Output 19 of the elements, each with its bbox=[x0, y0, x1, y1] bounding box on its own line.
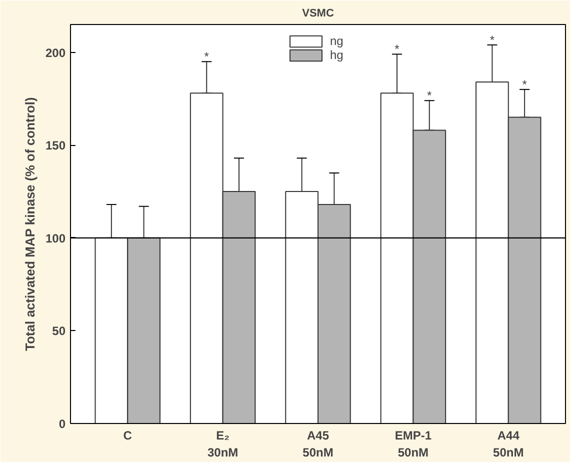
data-label: * bbox=[394, 42, 400, 56]
x-tick-label: A45 50nM bbox=[302, 428, 334, 460]
y-tick-label: 150 bbox=[45, 138, 66, 153]
legend-label: ng bbox=[330, 34, 344, 48]
y-axis-title: Total activated MAP kinase (% of control) bbox=[22, 97, 38, 352]
legend-label: hg bbox=[330, 48, 344, 62]
data-label: * bbox=[427, 88, 432, 103]
data-label: * bbox=[204, 50, 210, 64]
x-tick-label: A44 50nM bbox=[493, 428, 524, 460]
x-tick-label: C bbox=[123, 428, 132, 442]
x-tick-label: E₂ 30nM bbox=[207, 428, 238, 460]
data-label: * bbox=[490, 32, 495, 47]
y-tick-label: 50 bbox=[52, 324, 66, 338]
chart-title: VSMC bbox=[302, 8, 334, 20]
data-label: * bbox=[522, 77, 528, 92]
y-tick-label: 100 bbox=[45, 231, 66, 246]
y-tick-label: 200 bbox=[45, 46, 66, 60]
y-tick-label: 0 bbox=[58, 417, 66, 431]
x-tick-label: EMP-1 50nM bbox=[394, 428, 432, 460]
